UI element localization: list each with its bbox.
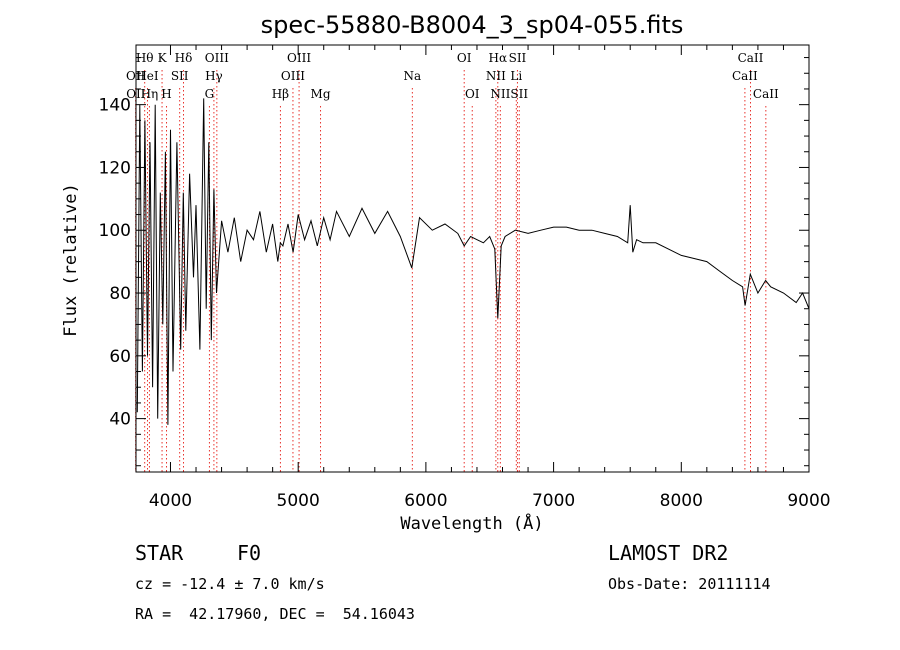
chart-title: spec-55880-B8004_3_sp04-055.fits bbox=[261, 11, 684, 39]
line-markers bbox=[135, 70, 767, 472]
coords-label: RA = 42.17960, DEC = 54.16043 bbox=[135, 605, 415, 623]
y-tick-label: 60 bbox=[109, 347, 131, 367]
line-marker-label: Hγ bbox=[205, 69, 223, 83]
line-marker-label: CaII bbox=[753, 87, 779, 101]
spectrum-line bbox=[136, 98, 810, 425]
line-marker-label: Li bbox=[510, 69, 522, 83]
line-marker-label: Mg bbox=[311, 87, 331, 101]
x-tick-label: 6000 bbox=[404, 491, 447, 511]
line-marker-label: H bbox=[161, 87, 171, 101]
y-tick-label: 140 bbox=[99, 96, 131, 116]
line-marker-label: Hθ bbox=[136, 51, 154, 65]
line-marker-label: OI bbox=[457, 51, 472, 65]
line-marker-label: OIII bbox=[287, 51, 311, 65]
line-marker-label: CaII bbox=[732, 69, 758, 83]
line-marker-label: Hδ bbox=[175, 51, 193, 65]
y-axis-label: Flux (relative) bbox=[61, 183, 81, 337]
line-marker-label: OI bbox=[465, 87, 480, 101]
line-marker-label: SII bbox=[171, 69, 189, 83]
y-tick-label: 120 bbox=[99, 158, 131, 178]
y-axis: 40 60 80 100 120 140 bbox=[99, 57, 809, 467]
line-marker-label: K bbox=[158, 51, 168, 65]
class-label: STAR bbox=[135, 541, 184, 565]
line-marker-label: Hη bbox=[141, 87, 159, 101]
line-marker-label: Na bbox=[404, 69, 422, 83]
obs-date-label: Obs-Date: 20111114 bbox=[608, 575, 771, 593]
x-tick-label: 7000 bbox=[532, 491, 575, 511]
line-marker-label: HeI bbox=[136, 69, 159, 83]
y-tick-label: 40 bbox=[109, 410, 131, 430]
x-tick-label: 8000 bbox=[660, 491, 703, 511]
y-tick-label: 100 bbox=[99, 221, 131, 241]
line-marker-label: SII bbox=[510, 87, 528, 101]
x-tick-label: 5000 bbox=[277, 491, 320, 511]
line-marker-label: Hβ bbox=[272, 87, 289, 101]
x-tick-label: 9000 bbox=[787, 491, 830, 511]
line-marker-label: CaII bbox=[738, 51, 764, 65]
x-tick-label: 4000 bbox=[149, 491, 192, 511]
survey-label: LAMOST DR2 bbox=[608, 541, 729, 565]
y-tick-label: 80 bbox=[109, 284, 131, 304]
line-marker-label: NII bbox=[490, 87, 510, 101]
line-marker-label: Hα bbox=[488, 51, 507, 65]
line-marker-label: NII bbox=[486, 69, 506, 83]
line-marker-label: OIII bbox=[205, 51, 229, 65]
redshift-label: cz = -12.4 ± 7.0 km/s bbox=[135, 575, 325, 593]
spectrum-chart: spec-55880-B8004_3_sp04-055.fits HθOIIOI… bbox=[61, 11, 831, 534]
subclass-label: F0 bbox=[237, 541, 262, 565]
line-marker-label: SII bbox=[509, 51, 527, 65]
x-axis: 4000 5000 6000 7000 8000 9000 bbox=[149, 45, 831, 511]
line-marker-label: G bbox=[205, 87, 215, 101]
line-marker-label: OIII bbox=[281, 69, 305, 83]
plot-frame bbox=[135, 44, 810, 473]
x-axis-label: Wavelength (Å) bbox=[400, 512, 543, 534]
